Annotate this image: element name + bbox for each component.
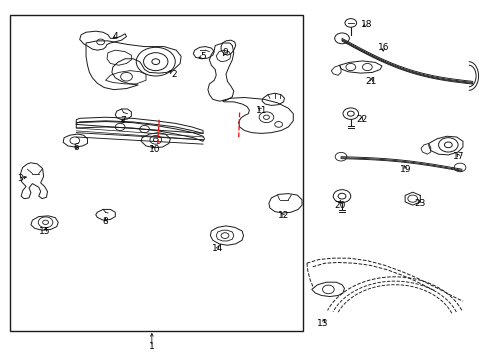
Text: 14: 14	[212, 244, 223, 253]
Text: 19: 19	[399, 165, 410, 174]
Text: 13: 13	[316, 319, 327, 328]
Text: 6: 6	[73, 143, 79, 152]
Bar	[10, 15, 303, 330]
Text: 5: 5	[200, 52, 205, 61]
Text: 3: 3	[17, 174, 23, 183]
Text: 20: 20	[333, 201, 345, 210]
Text: 22: 22	[355, 114, 366, 123]
Text: 4: 4	[112, 32, 118, 41]
Text: 15: 15	[39, 228, 50, 237]
Text: 12: 12	[277, 211, 288, 220]
Text: 7: 7	[120, 116, 125, 125]
Text: 23: 23	[413, 199, 425, 208]
Text: 17: 17	[452, 152, 464, 161]
Text: 1: 1	[149, 342, 154, 351]
Text: 21: 21	[365, 77, 376, 86]
Text: 9: 9	[222, 48, 227, 57]
Text: 18: 18	[360, 19, 371, 28]
Text: 8: 8	[102, 217, 108, 226]
Text: 2: 2	[171, 70, 176, 79]
Text: 16: 16	[377, 43, 388, 52]
Text: 11: 11	[255, 105, 267, 114]
Text: 10: 10	[148, 145, 160, 154]
